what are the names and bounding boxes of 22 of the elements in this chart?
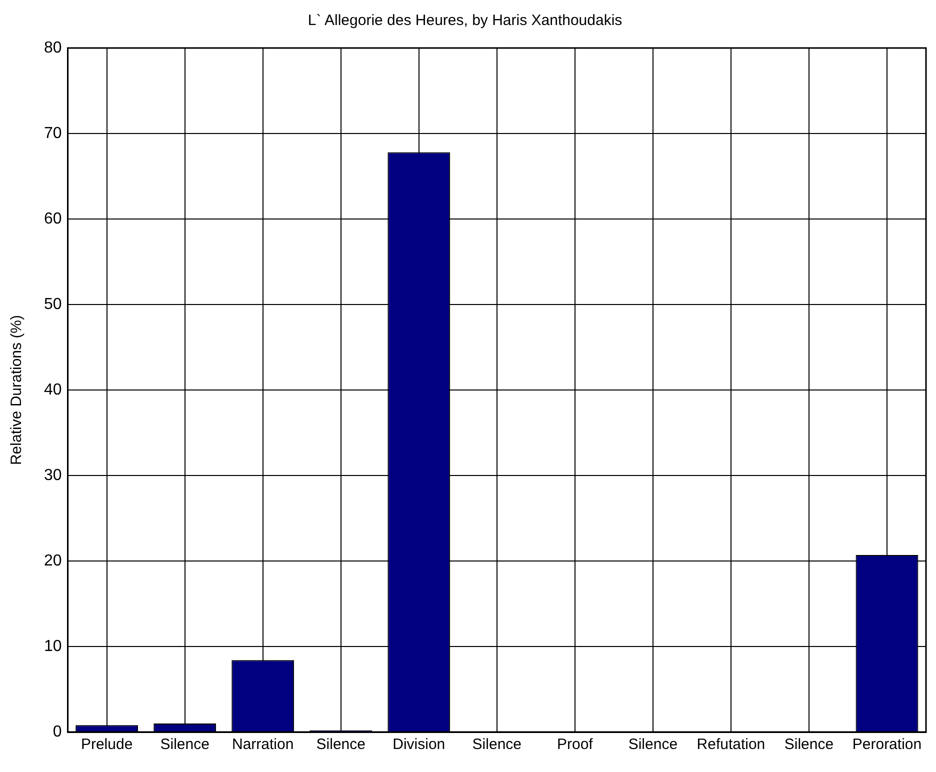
y-tick-label: 20 [44, 552, 62, 570]
x-tick-label: Prelude [80, 736, 133, 754]
y-tick-label: 0 [52, 723, 62, 740]
x-tick-label: Silence [628, 736, 678, 754]
y-tick-label: 10 [44, 638, 62, 655]
x-tick-label: Proof [556, 736, 594, 754]
x-tick-label: Refutation [696, 736, 766, 754]
y-tick-label: 80 [44, 39, 62, 56]
y-tick-label: 50 [44, 296, 62, 313]
x-tick-label: Peroration [852, 736, 922, 754]
y-tick-label: 60 [44, 210, 62, 228]
x-tick-label: Silence [160, 736, 210, 754]
y-tick-label: 30 [44, 466, 62, 484]
y-tick-label: 40 [44, 381, 62, 398]
x-tick-label: Narration [232, 736, 294, 754]
x-tick-label: Division [392, 736, 446, 754]
chart-title: L` Allegorie des Heures, by Haris Xanthoudakis [308, 12, 622, 30]
x-tick-label: Silence [472, 736, 522, 754]
y-tick-label: 70 [44, 124, 62, 142]
x-tick-label: Silence [784, 736, 834, 754]
y-axis-title: Relative Durations (%) [8, 314, 26, 466]
x-tick-label: Silence [316, 736, 366, 754]
